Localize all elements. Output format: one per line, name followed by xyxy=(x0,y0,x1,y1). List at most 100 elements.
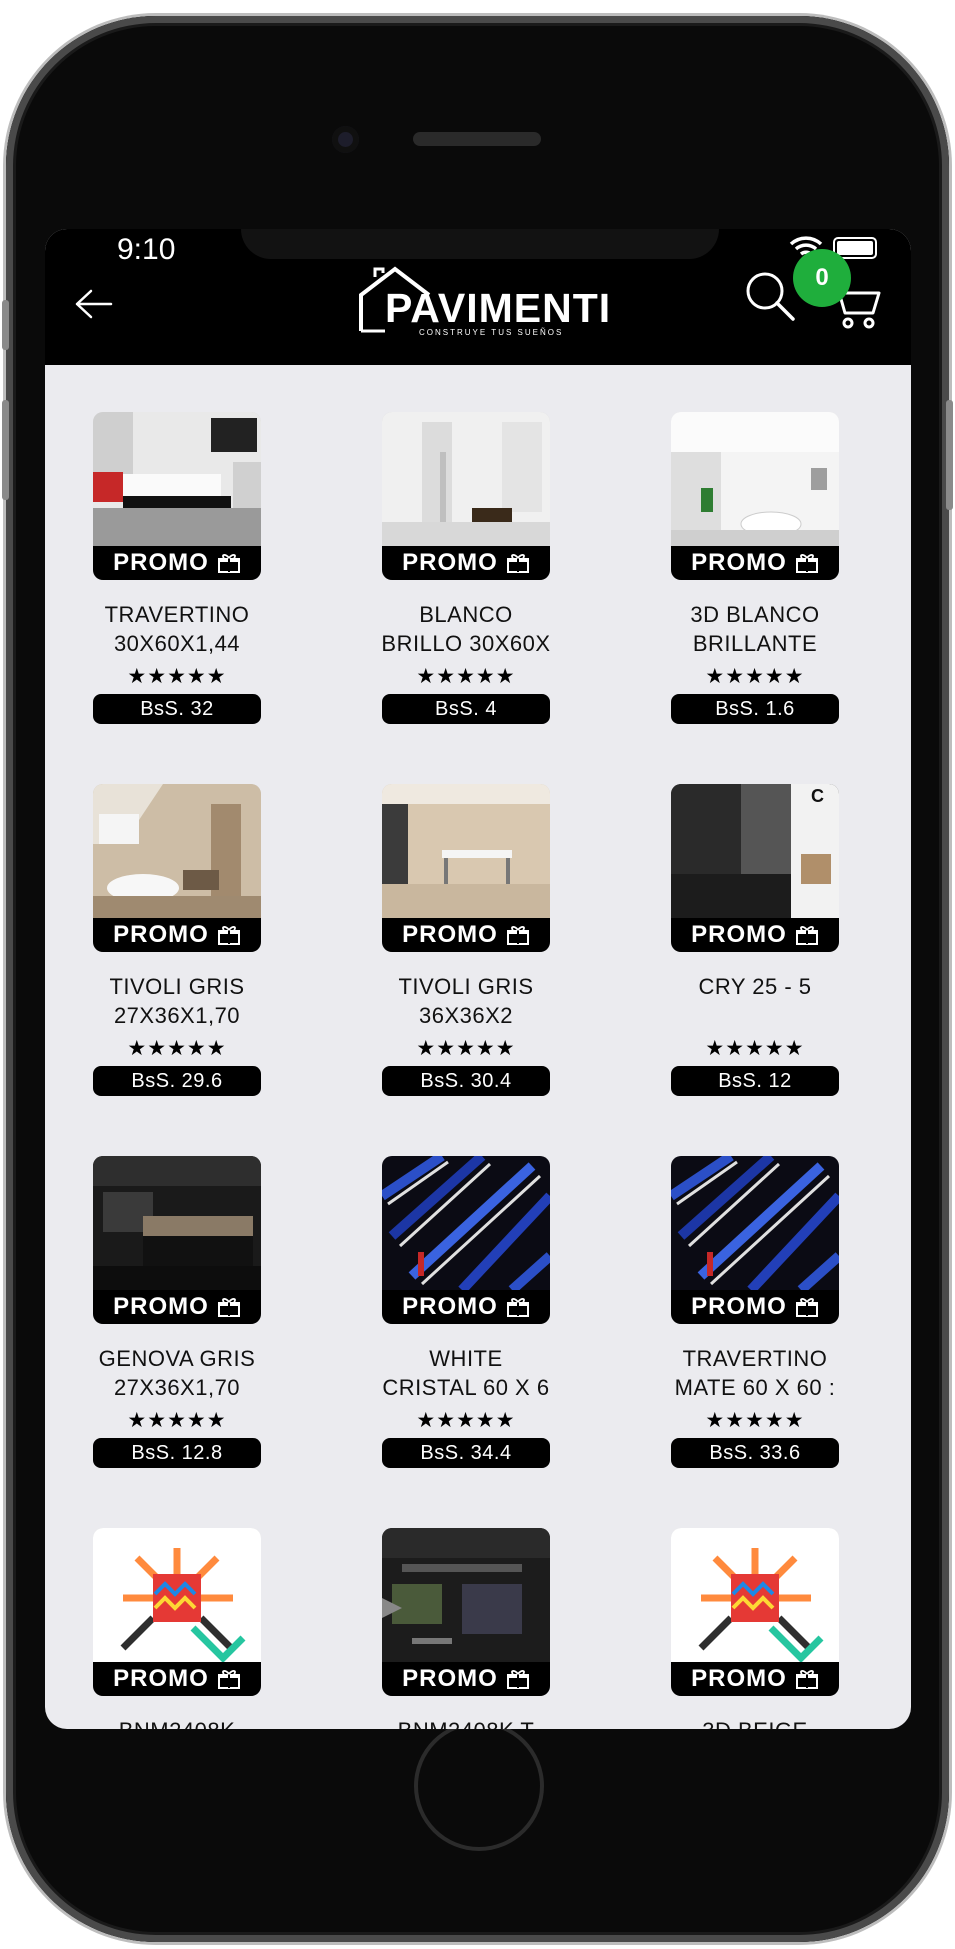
product-name-line1: 3D BEIGE xyxy=(659,1716,851,1729)
rating-stars: ★★★★★ xyxy=(416,1409,516,1432)
promo-label: PROMO xyxy=(671,1290,839,1324)
gift-icon xyxy=(217,1670,240,1689)
product-name-line1: BLANCO xyxy=(419,602,513,627)
product-image[interactable]: PROMO xyxy=(382,1528,550,1696)
product-photo xyxy=(671,1528,839,1662)
product-photo xyxy=(671,412,839,546)
promo-text: PROMO xyxy=(113,1293,209,1320)
product-name: WHITE CRISTAL 60 X 6 xyxy=(370,1344,562,1402)
product-name-line1: TIVOLI GRIS xyxy=(109,974,245,999)
product-name: TIVOLI GRIS 36X36X2 xyxy=(370,972,562,1030)
search-icon[interactable] xyxy=(743,269,797,323)
promo-text: PROMO xyxy=(113,549,209,576)
promo-text: PROMO xyxy=(691,921,787,948)
rating-stars: ★★★★★ xyxy=(127,665,227,688)
product-image[interactable]: PROMO xyxy=(93,1528,261,1696)
product-image[interactable]: PROMO xyxy=(93,784,261,952)
promo-label: PROMO xyxy=(671,918,839,952)
gift-icon xyxy=(217,554,240,573)
product-image[interactable]: PROMO xyxy=(382,412,550,580)
mute-switch xyxy=(2,300,9,350)
product-name-line2: CRISTAL 60 X 6 xyxy=(382,1375,550,1400)
app-screen: 9:10 PAVIMENTI CONSTRUYE TUS SUEÑOS xyxy=(45,229,911,1729)
promo-label: PROMO xyxy=(382,918,550,952)
promo-label: PROMO xyxy=(382,546,550,580)
product-image[interactable]: C PROMO xyxy=(671,784,839,952)
product-name: GENOVA GRIS 27X36X1,70 xyxy=(81,1344,273,1402)
gift-icon xyxy=(795,1298,818,1317)
price-tag[interactable]: BsS. 32 xyxy=(93,694,261,724)
promo-text: PROMO xyxy=(402,1293,498,1320)
gift-icon xyxy=(795,1670,818,1689)
product-image[interactable]: PROMO xyxy=(93,412,261,580)
promo-label: PROMO xyxy=(93,546,261,580)
product-photo xyxy=(382,412,550,546)
price-tag[interactable]: BsS. 12.8 xyxy=(93,1438,261,1468)
product-name-line1: TRAVERTINO xyxy=(682,1346,828,1371)
promo-label: PROMO xyxy=(671,1662,839,1696)
app-header: 9:10 PAVIMENTI CONSTRUYE TUS SUEÑOS xyxy=(45,229,911,365)
price-tag[interactable]: BsS. 29.6 xyxy=(93,1066,261,1096)
product-name-line2: 36X36X2 xyxy=(418,1003,514,1028)
promo-label: PROMO xyxy=(93,1662,261,1696)
product-name-line1: 3D BLANCO xyxy=(690,602,820,627)
back-arrow-icon[interactable] xyxy=(73,287,113,321)
product-name-line2: 27X36X1,70 xyxy=(113,1375,241,1400)
gift-icon xyxy=(506,554,529,573)
power-button xyxy=(946,400,953,510)
status-time: 9:10 xyxy=(117,233,176,266)
product-name-line1: WHITE xyxy=(429,1346,503,1371)
product-image[interactable]: PROMO xyxy=(671,1528,839,1696)
product-photo xyxy=(671,1156,839,1290)
product-image[interactable]: PROMO xyxy=(93,1156,261,1324)
product-name: 3D BEIGE xyxy=(659,1716,851,1729)
promo-label: PROMO xyxy=(382,1662,550,1696)
gift-icon xyxy=(795,554,818,573)
product-photo xyxy=(382,784,550,918)
rating-stars: ★★★★★ xyxy=(127,1409,227,1432)
promo-label: PROMO xyxy=(93,918,261,952)
price-tag[interactable]: BsS. 34.4 xyxy=(382,1438,550,1468)
product-name-line1: GENOVA GRIS xyxy=(98,1346,256,1371)
promo-text: PROMO xyxy=(691,1665,787,1692)
product-image[interactable]: PROMO xyxy=(671,412,839,580)
promo-text: PROMO xyxy=(691,549,787,576)
gift-icon xyxy=(506,1298,529,1317)
promo-text: PROMO xyxy=(402,1665,498,1692)
battery-icon xyxy=(833,237,877,259)
product-name: CRY 25 - 5 xyxy=(659,972,851,1001)
earpiece-speaker xyxy=(413,132,541,146)
product-name-line2: BRILLO 30X60X xyxy=(381,631,551,656)
rating-stars: ★★★★★ xyxy=(416,665,516,688)
product-name-line2: 30X60X1,44 xyxy=(113,631,241,656)
product-name-line2: 27X36X1,70 xyxy=(113,1003,241,1028)
rating-stars: ★★★★★ xyxy=(705,665,805,688)
logo-tagline: CONSTRUYE TUS SUEÑOS xyxy=(419,328,564,337)
price-tag[interactable]: BsS. 33.6 xyxy=(671,1438,839,1468)
home-button[interactable] xyxy=(418,1725,540,1847)
product-photo xyxy=(93,1528,261,1662)
promo-label: PROMO xyxy=(671,546,839,580)
product-image[interactable]: PROMO xyxy=(382,1156,550,1324)
product-name: TRAVERTINO 30X60X1,44 xyxy=(81,600,273,658)
app-logo: PAVIMENTI CONSTRUYE TUS SUEÑOS xyxy=(355,265,610,345)
price-tag[interactable]: BsS. 4 xyxy=(382,694,550,724)
price-tag[interactable]: BsS. 1.6 xyxy=(671,694,839,724)
price-tag[interactable]: BsS. 30.4 xyxy=(382,1066,550,1096)
product-name: BNM2408K T xyxy=(370,1716,562,1729)
svg-text:C: C xyxy=(811,786,824,806)
price-tag[interactable]: BsS. 12 xyxy=(671,1066,839,1096)
product-name-line1: TIVOLI GRIS xyxy=(398,974,534,999)
rating-stars: ★★★★★ xyxy=(127,1037,227,1060)
product-name-line1: BNM2408K T xyxy=(370,1716,562,1729)
rating-stars: ★★★★★ xyxy=(705,1409,805,1432)
gift-icon xyxy=(217,1298,240,1317)
product-image[interactable]: PROMO xyxy=(671,1156,839,1324)
screen-notch xyxy=(241,229,719,259)
promo-text: PROMO xyxy=(113,1665,209,1692)
product-image[interactable]: PROMO xyxy=(382,784,550,952)
gift-icon xyxy=(795,926,818,945)
promo-text: PROMO xyxy=(113,921,209,948)
product-photo xyxy=(93,412,261,546)
product-name: TIVOLI GRIS 27X36X1,70 xyxy=(81,972,273,1030)
